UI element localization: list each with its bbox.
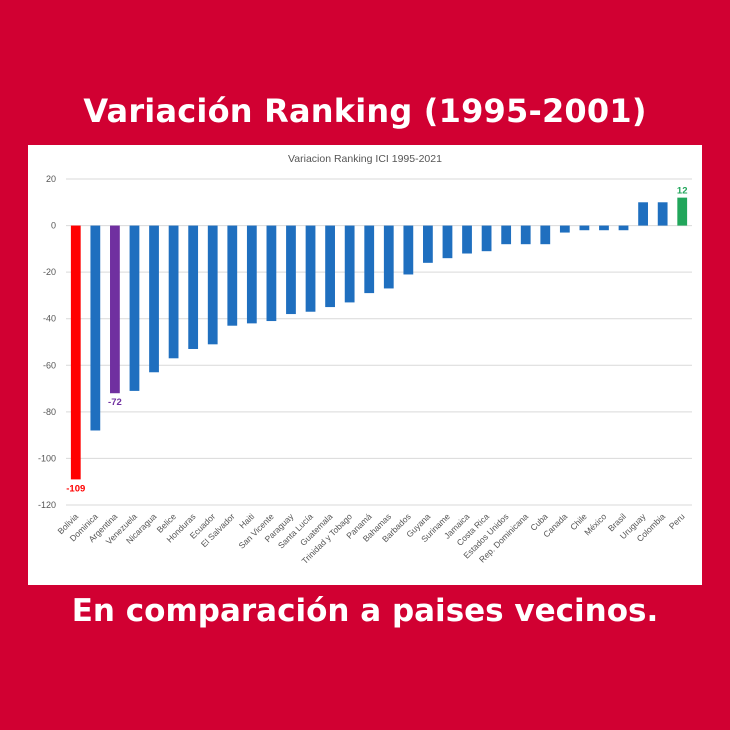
bar-el-salvador [227, 225, 238, 326]
bar-guatemala [325, 225, 335, 308]
bar-haiti [246, 225, 257, 324]
data-label: 12 [677, 186, 688, 197]
data-label: -109 [66, 483, 85, 494]
bar-m-xico [599, 225, 609, 231]
bar-trinidad-y-tobago [344, 225, 355, 303]
bar-honduras [188, 225, 199, 349]
y-tick-label: 0 [51, 221, 56, 231]
x-tick-label: México [582, 511, 608, 537]
data-label: -72 [108, 397, 122, 408]
bar-peru [677, 197, 688, 226]
bar-suriname [442, 225, 453, 259]
bar-estados-unidos [501, 225, 512, 245]
bar-costa-rica [481, 225, 492, 252]
bar-rep-dominicana [520, 225, 531, 245]
y-tick-label: -20 [43, 267, 56, 277]
bar-bolivia [70, 225, 81, 480]
x-tick-label: Peru [667, 511, 687, 531]
bar-venezuela [129, 225, 140, 391]
y-tick-label: 20 [46, 174, 56, 184]
y-tick-label: -40 [43, 314, 56, 324]
y-tick-label: -100 [38, 453, 56, 463]
bar-ecuador [207, 225, 218, 345]
y-tick-label: -80 [43, 407, 56, 417]
bar-chart: Variacion Ranking ICI 1995-2021 20 0 -20 -40… [38, 153, 692, 566]
bar-colombia [657, 202, 668, 226]
headline-caption: En comparación a paises vecinos. [71, 593, 659, 629]
headline-title: Variación Ranking (1995-2001) [83, 92, 647, 130]
bar-uruguay [638, 202, 648, 226]
y-tick-label: -120 [38, 500, 56, 510]
chart-title: Variacion Ranking ICI 1995-2021 [288, 153, 442, 165]
bar-chile [579, 225, 590, 231]
chart-panel: Variacion Ranking ICI 1995-2021 20 0 -20 -40… [28, 145, 702, 585]
bar-argentina [110, 225, 120, 394]
bar-canada [559, 225, 570, 233]
bar-panam- [364, 225, 375, 294]
y-tick-label: -60 [43, 360, 56, 370]
bar-jamaica [462, 225, 472, 254]
bar-santa-luc-a [305, 225, 316, 312]
bar-nicaragua [149, 225, 159, 373]
bar-brasil [618, 225, 629, 231]
bar-barbados [403, 225, 414, 275]
bar-paraguay [286, 225, 296, 315]
bar-cuba [540, 225, 551, 245]
bar-guyana [423, 225, 433, 263]
bar-dominica [90, 225, 101, 431]
bar-bahamas [383, 225, 394, 289]
bar-belice [168, 225, 179, 359]
bar-san-vicente [266, 225, 277, 322]
